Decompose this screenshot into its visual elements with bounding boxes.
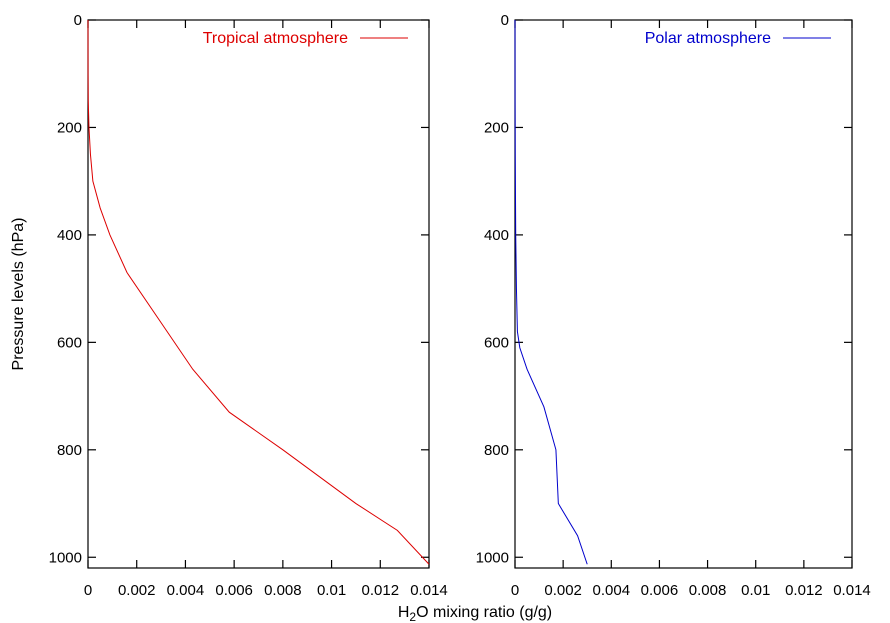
x-axis-label: H2O mixing ratio (g/g)	[398, 604, 552, 623]
panel-1: 0 0.002 0.004 0.006 0.008 0.01 0.012 0.014 0 200 4…	[10, 12, 448, 599]
series-line-tropical-atmosphere	[87, 19, 430, 565]
legend-label: Polar atmosphere	[645, 30, 771, 47]
x-tick-label: 0.006	[641, 582, 679, 599]
x-tick-label: 0.01	[741, 582, 770, 599]
y-tick-label: 200	[57, 119, 82, 136]
y-tick-label: 800	[57, 442, 82, 459]
y-tick-label: 0	[501, 12, 509, 29]
x-tick-label: 0	[511, 582, 519, 599]
legend-label: Tropical atmosphere	[203, 30, 348, 47]
plot-frame	[514, 19, 853, 569]
y-tick-label: 0	[74, 12, 82, 29]
y-tick-label: 400	[484, 227, 509, 244]
y-tick-label: 1000	[476, 549, 509, 566]
y-tick-label: 400	[57, 227, 82, 244]
y-tick-label: 200	[484, 119, 509, 136]
x-tick-label: 0.012	[362, 582, 400, 599]
x-tick-label: 0.014	[833, 582, 871, 599]
x-tick-label: 0.002	[118, 582, 156, 599]
x-tick-label: 0.004	[167, 582, 205, 599]
x-tick-label: 0.008	[264, 582, 302, 599]
panel-2: 0 0.002 0.004 0.006 0.008 0.01 0.012 0.014 0 200 4…	[398, 12, 871, 623]
x-tick-label: 0	[84, 582, 92, 599]
y-tick-label: 1000	[49, 549, 82, 566]
x-tick-label: 0.002	[544, 582, 582, 599]
x-tick-label: 0.008	[689, 582, 727, 599]
plot-frame	[87, 19, 430, 569]
x-tick-label: 0.012	[785, 582, 823, 599]
x-tick-label: 0.004	[593, 582, 631, 599]
x-tick-label: 0.006	[215, 582, 253, 599]
y-tick-label: 800	[484, 442, 509, 459]
y-tick-label: 600	[57, 334, 82, 351]
series-line-polar-atmosphere	[514, 19, 588, 565]
y-axis-label: Pressure levels (hPa)	[10, 218, 27, 371]
x-tick-label: 0.01	[317, 582, 346, 599]
y-tick-label: 600	[484, 334, 509, 351]
x-tick-label: 0.014	[410, 582, 448, 599]
